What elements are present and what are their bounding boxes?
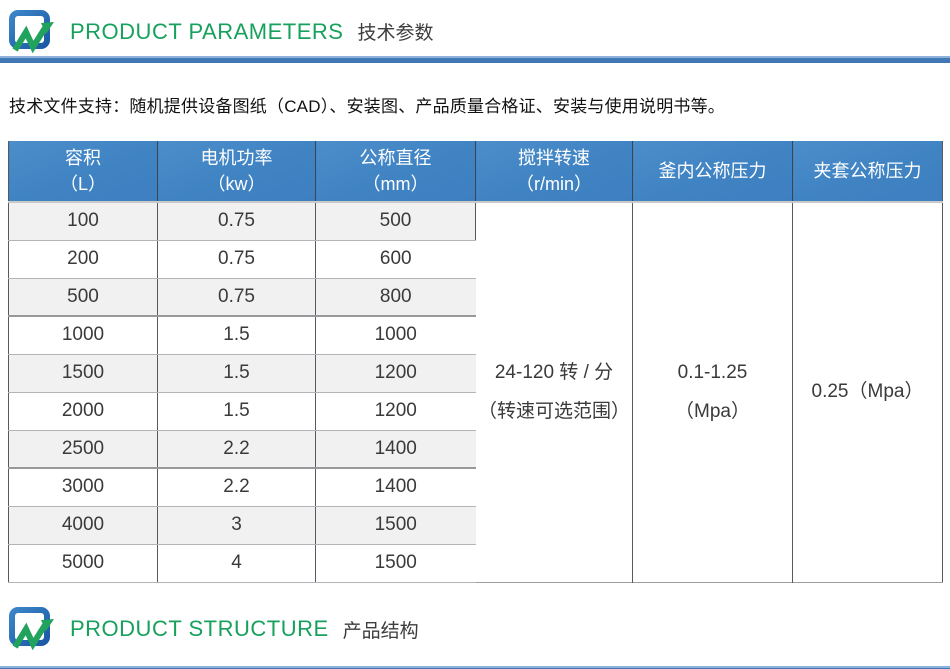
bottom-section-title-zh: 产品结构: [342, 620, 419, 642]
column-header-stir-speed: 搅拌转速 （r/min）: [475, 141, 633, 203]
table-row: 4000 3 1500: [8, 506, 943, 545]
table-header-row: 容积 （L） 电机功率 （kw） 公称直径 （mm） 搅拌转速 （r/min） 釜内公称…: [8, 141, 943, 203]
bottom-section-title-en: PRODUCT STRUCTURE: [70, 616, 329, 641]
column-header-jacket-pressure: 夹套公称压力: [792, 141, 943, 203]
column-header-kettle-pressure: 釜内公称压力: [632, 141, 793, 203]
cell-diameter: 1400: [315, 430, 476, 469]
brand-logo-icon: [9, 9, 54, 53]
cell-diameter: 1500: [315, 544, 476, 583]
support-note: 技术文件支持：随机提供设备图纸（CAD）、安装图、产品质量合格证、安装与使用说明…: [9, 97, 725, 116]
cell-volume: 1500: [8, 354, 158, 393]
cell-volume: 100: [8, 202, 158, 241]
top-section-divider: [0, 56, 950, 63]
table-row: 200 0.75 600: [8, 240, 943, 279]
cell-power: 4: [157, 544, 316, 583]
table-row: 1000 1.5 1000: [8, 316, 943, 355]
column-header-motor-power: 电机功率 （kw）: [157, 141, 316, 203]
cell-diameter: 1200: [315, 354, 476, 393]
cell-volume: 1000: [8, 316, 158, 355]
cell-power: 0.75: [157, 278, 316, 317]
cell-diameter: 1000: [315, 316, 476, 355]
cell-jacket-pressure-merged: 0.25（Mpa）: [792, 202, 943, 582]
cell-power: 1.5: [157, 354, 316, 393]
cell-power: 3: [157, 506, 316, 545]
parameters-table: 容积 （L） 电机功率 （kw） 公称直径 （mm） 搅拌转速 （r/min） 釜内公称…: [8, 141, 943, 583]
cell-diameter: 800: [315, 278, 476, 317]
cell-volume: 2500: [8, 430, 158, 469]
cell-diameter: 500: [315, 202, 476, 241]
cell-volume: 5000: [8, 544, 158, 583]
cell-diameter: 600: [315, 240, 476, 279]
table-row: 100 0.75 500 24-120 转 / 分 （转速可选范围） 0.1-1…: [8, 202, 943, 582]
cell-power: 2.2: [157, 468, 316, 507]
cell-power: 0.75: [157, 240, 316, 279]
cell-diameter: 1500: [315, 506, 476, 545]
cell-volume: 4000: [8, 506, 158, 545]
brand-logo-icon: [9, 607, 54, 651]
bottom-section-header: PRODUCT STRUCTURE 产品结构: [8, 606, 950, 653]
table-row: 500 0.75 800: [8, 278, 943, 317]
page: PRODUCT PARAMETERS 技术参数 技术文件支持：随机提供设备图纸（…: [0, 8, 950, 669]
top-section-title-en: PRODUCT PARAMETERS: [70, 18, 344, 44]
cell-power: 0.75: [157, 202, 316, 241]
cell-power: 2.2: [157, 430, 316, 469]
cell-power: 1.5: [157, 392, 316, 431]
column-header-nominal-diameter: 公称直径 （mm）: [315, 141, 476, 203]
cell-volume: 200: [8, 240, 158, 279]
cell-diameter: 1200: [315, 392, 476, 431]
table-row: 1500 1.5 1200: [8, 354, 943, 393]
cell-stir-speed-merged: 24-120 转 / 分 （转速可选范围）: [475, 202, 633, 582]
bottom-section-divider: [0, 666, 950, 669]
top-section-title-zh: 技术参数: [357, 23, 434, 44]
cell-volume: 2000: [8, 392, 158, 431]
top-section-header: PRODUCT PARAMETERS 技术参数: [8, 8, 950, 55]
cell-volume: 500: [8, 278, 158, 317]
table-row: 2000 1.5 1200: [8, 392, 943, 431]
cell-power: 1.5: [157, 316, 316, 355]
cell-volume: 3000: [8, 468, 158, 507]
cell-diameter: 1400: [315, 468, 476, 507]
table-row: 3000 2.2 1400: [8, 468, 943, 507]
cell-kettle-pressure-merged: 0.1-1.25 （Mpa）: [632, 202, 793, 582]
table-row: 2500 2.2 1400: [8, 430, 943, 469]
table-row: 5000 4 1500: [8, 544, 943, 583]
column-header-volume: 容积 （L）: [8, 141, 158, 203]
